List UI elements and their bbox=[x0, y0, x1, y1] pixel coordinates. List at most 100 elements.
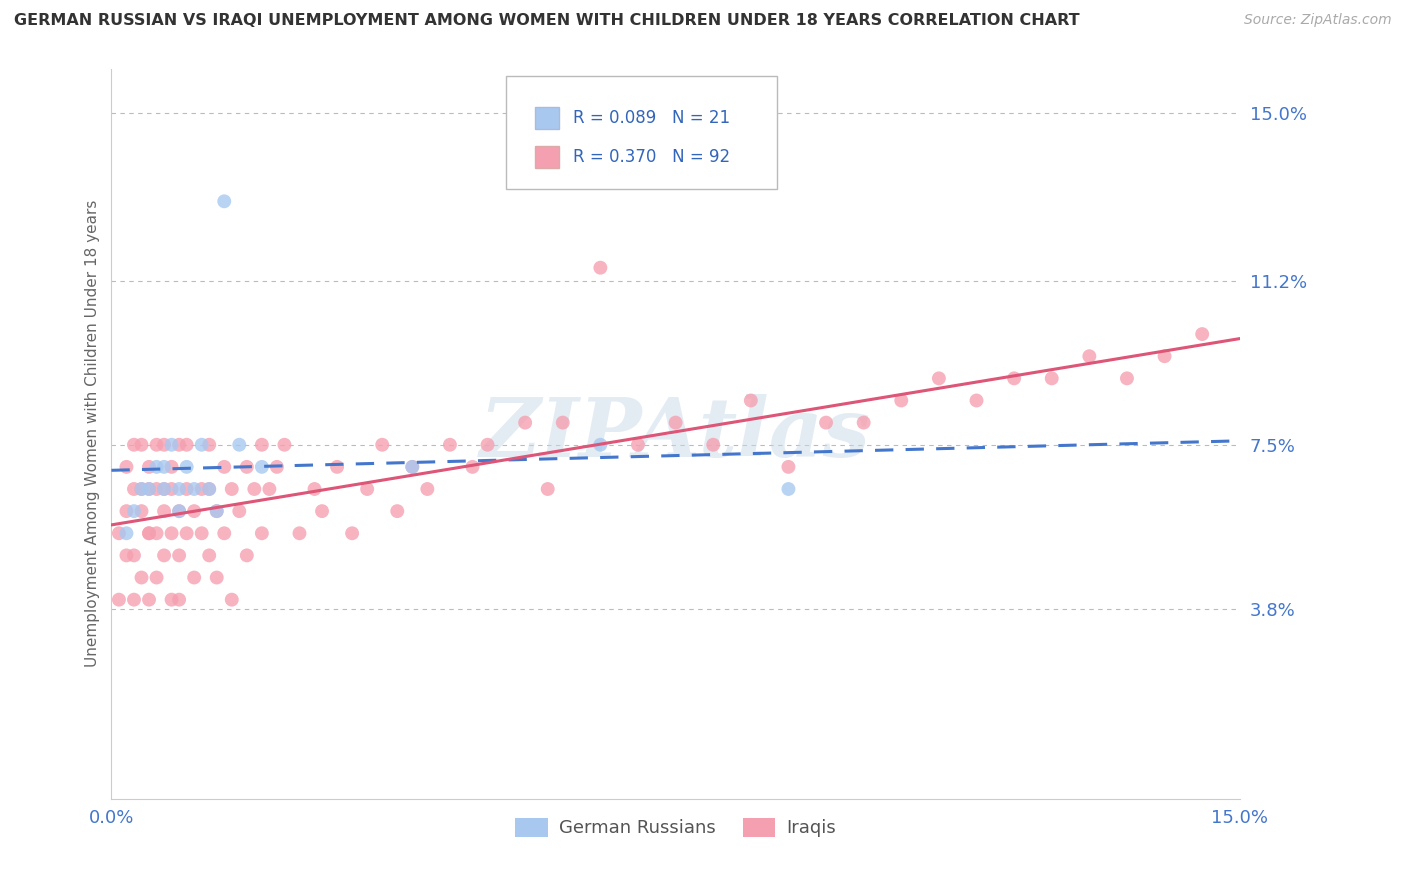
Iraqis bbox=[153, 482, 176, 496]
Iraqis bbox=[183, 504, 205, 518]
Iraqis bbox=[1153, 349, 1175, 363]
Iraqis bbox=[153, 438, 176, 452]
Iraqis bbox=[122, 482, 145, 496]
Iraqis bbox=[890, 393, 912, 408]
Iraqis bbox=[250, 526, 273, 541]
Iraqis bbox=[439, 438, 461, 452]
Text: GERMAN RUSSIAN VS IRAQI UNEMPLOYMENT AMONG WOMEN WITH CHILDREN UNDER 18 YEARS CO: GERMAN RUSSIAN VS IRAQI UNEMPLOYMENT AMO… bbox=[14, 13, 1080, 29]
Iraqis bbox=[145, 526, 167, 541]
Iraqis bbox=[190, 526, 212, 541]
Iraqis bbox=[259, 482, 281, 496]
Iraqis bbox=[1040, 371, 1063, 385]
German Russians bbox=[115, 526, 138, 541]
Iraqis bbox=[122, 592, 145, 607]
German Russians bbox=[176, 459, 198, 474]
Iraqis bbox=[131, 570, 153, 584]
Iraqis bbox=[852, 416, 875, 430]
Bar bbox=[534, 146, 560, 168]
Iraqis bbox=[551, 416, 574, 430]
Iraqis bbox=[221, 592, 243, 607]
Iraqis bbox=[145, 438, 167, 452]
Iraqis bbox=[138, 482, 160, 496]
Iraqis bbox=[702, 438, 724, 452]
Iraqis bbox=[167, 549, 190, 563]
Iraqis bbox=[212, 526, 235, 541]
Iraqis bbox=[160, 526, 183, 541]
German Russians bbox=[122, 504, 145, 518]
FancyBboxPatch shape bbox=[506, 76, 778, 189]
German Russians bbox=[145, 459, 167, 474]
Iraqis bbox=[145, 482, 167, 496]
German Russians bbox=[190, 438, 212, 452]
German Russians bbox=[183, 482, 205, 496]
Iraqis bbox=[740, 393, 762, 408]
Iraqis bbox=[416, 482, 439, 496]
German Russians bbox=[212, 194, 235, 209]
Iraqis bbox=[176, 438, 198, 452]
Iraqis bbox=[138, 526, 160, 541]
German Russians bbox=[250, 459, 273, 474]
Iraqis bbox=[221, 482, 243, 496]
German Russians bbox=[153, 459, 176, 474]
Legend: German Russians, Iraqis: German Russians, Iraqis bbox=[508, 811, 844, 845]
Iraqis bbox=[326, 459, 349, 474]
Iraqis bbox=[627, 438, 650, 452]
Iraqis bbox=[288, 526, 311, 541]
Iraqis bbox=[537, 482, 560, 496]
Iraqis bbox=[167, 438, 190, 452]
Text: R = 0.089   N = 21: R = 0.089 N = 21 bbox=[572, 109, 730, 127]
Iraqis bbox=[160, 482, 183, 496]
Iraqis bbox=[198, 549, 221, 563]
Iraqis bbox=[138, 592, 160, 607]
Iraqis bbox=[1116, 371, 1139, 385]
Iraqis bbox=[108, 526, 131, 541]
Iraqis bbox=[176, 526, 198, 541]
Iraqis bbox=[160, 592, 183, 607]
Iraqis bbox=[122, 549, 145, 563]
Y-axis label: Unemployment Among Women with Children Under 18 years: Unemployment Among Women with Children U… bbox=[86, 200, 100, 667]
Iraqis bbox=[228, 504, 250, 518]
Iraqis bbox=[665, 416, 688, 430]
Iraqis bbox=[815, 416, 838, 430]
Text: R = 0.370   N = 92: R = 0.370 N = 92 bbox=[572, 148, 730, 166]
German Russians bbox=[131, 482, 153, 496]
Iraqis bbox=[108, 592, 131, 607]
Iraqis bbox=[1002, 371, 1025, 385]
German Russians bbox=[167, 504, 190, 518]
German Russians bbox=[160, 438, 183, 452]
German Russians bbox=[167, 482, 190, 496]
Text: ZIPAtlas: ZIPAtlas bbox=[481, 393, 872, 474]
Iraqis bbox=[1078, 349, 1101, 363]
Iraqis bbox=[461, 459, 484, 474]
Iraqis bbox=[160, 459, 183, 474]
Iraqis bbox=[115, 549, 138, 563]
Iraqis bbox=[236, 459, 259, 474]
German Russians bbox=[198, 482, 221, 496]
Iraqis bbox=[205, 570, 228, 584]
Iraqis bbox=[236, 549, 259, 563]
Iraqis bbox=[145, 570, 167, 584]
Iraqis bbox=[167, 592, 190, 607]
Iraqis bbox=[778, 459, 800, 474]
Iraqis bbox=[273, 438, 295, 452]
German Russians bbox=[778, 482, 800, 496]
Iraqis bbox=[167, 504, 190, 518]
Iraqis bbox=[138, 526, 160, 541]
Iraqis bbox=[153, 504, 176, 518]
Iraqis bbox=[190, 482, 212, 496]
German Russians bbox=[138, 482, 160, 496]
Iraqis bbox=[122, 438, 145, 452]
Iraqis bbox=[966, 393, 988, 408]
Iraqis bbox=[304, 482, 326, 496]
Iraqis bbox=[138, 459, 160, 474]
Iraqis bbox=[340, 526, 363, 541]
Iraqis bbox=[153, 549, 176, 563]
Bar bbox=[534, 107, 560, 128]
Iraqis bbox=[131, 504, 153, 518]
Iraqis bbox=[250, 438, 273, 452]
Iraqis bbox=[371, 438, 394, 452]
German Russians bbox=[153, 482, 176, 496]
Iraqis bbox=[401, 459, 423, 474]
Text: Source: ZipAtlas.com: Source: ZipAtlas.com bbox=[1244, 13, 1392, 28]
Iraqis bbox=[387, 504, 409, 518]
